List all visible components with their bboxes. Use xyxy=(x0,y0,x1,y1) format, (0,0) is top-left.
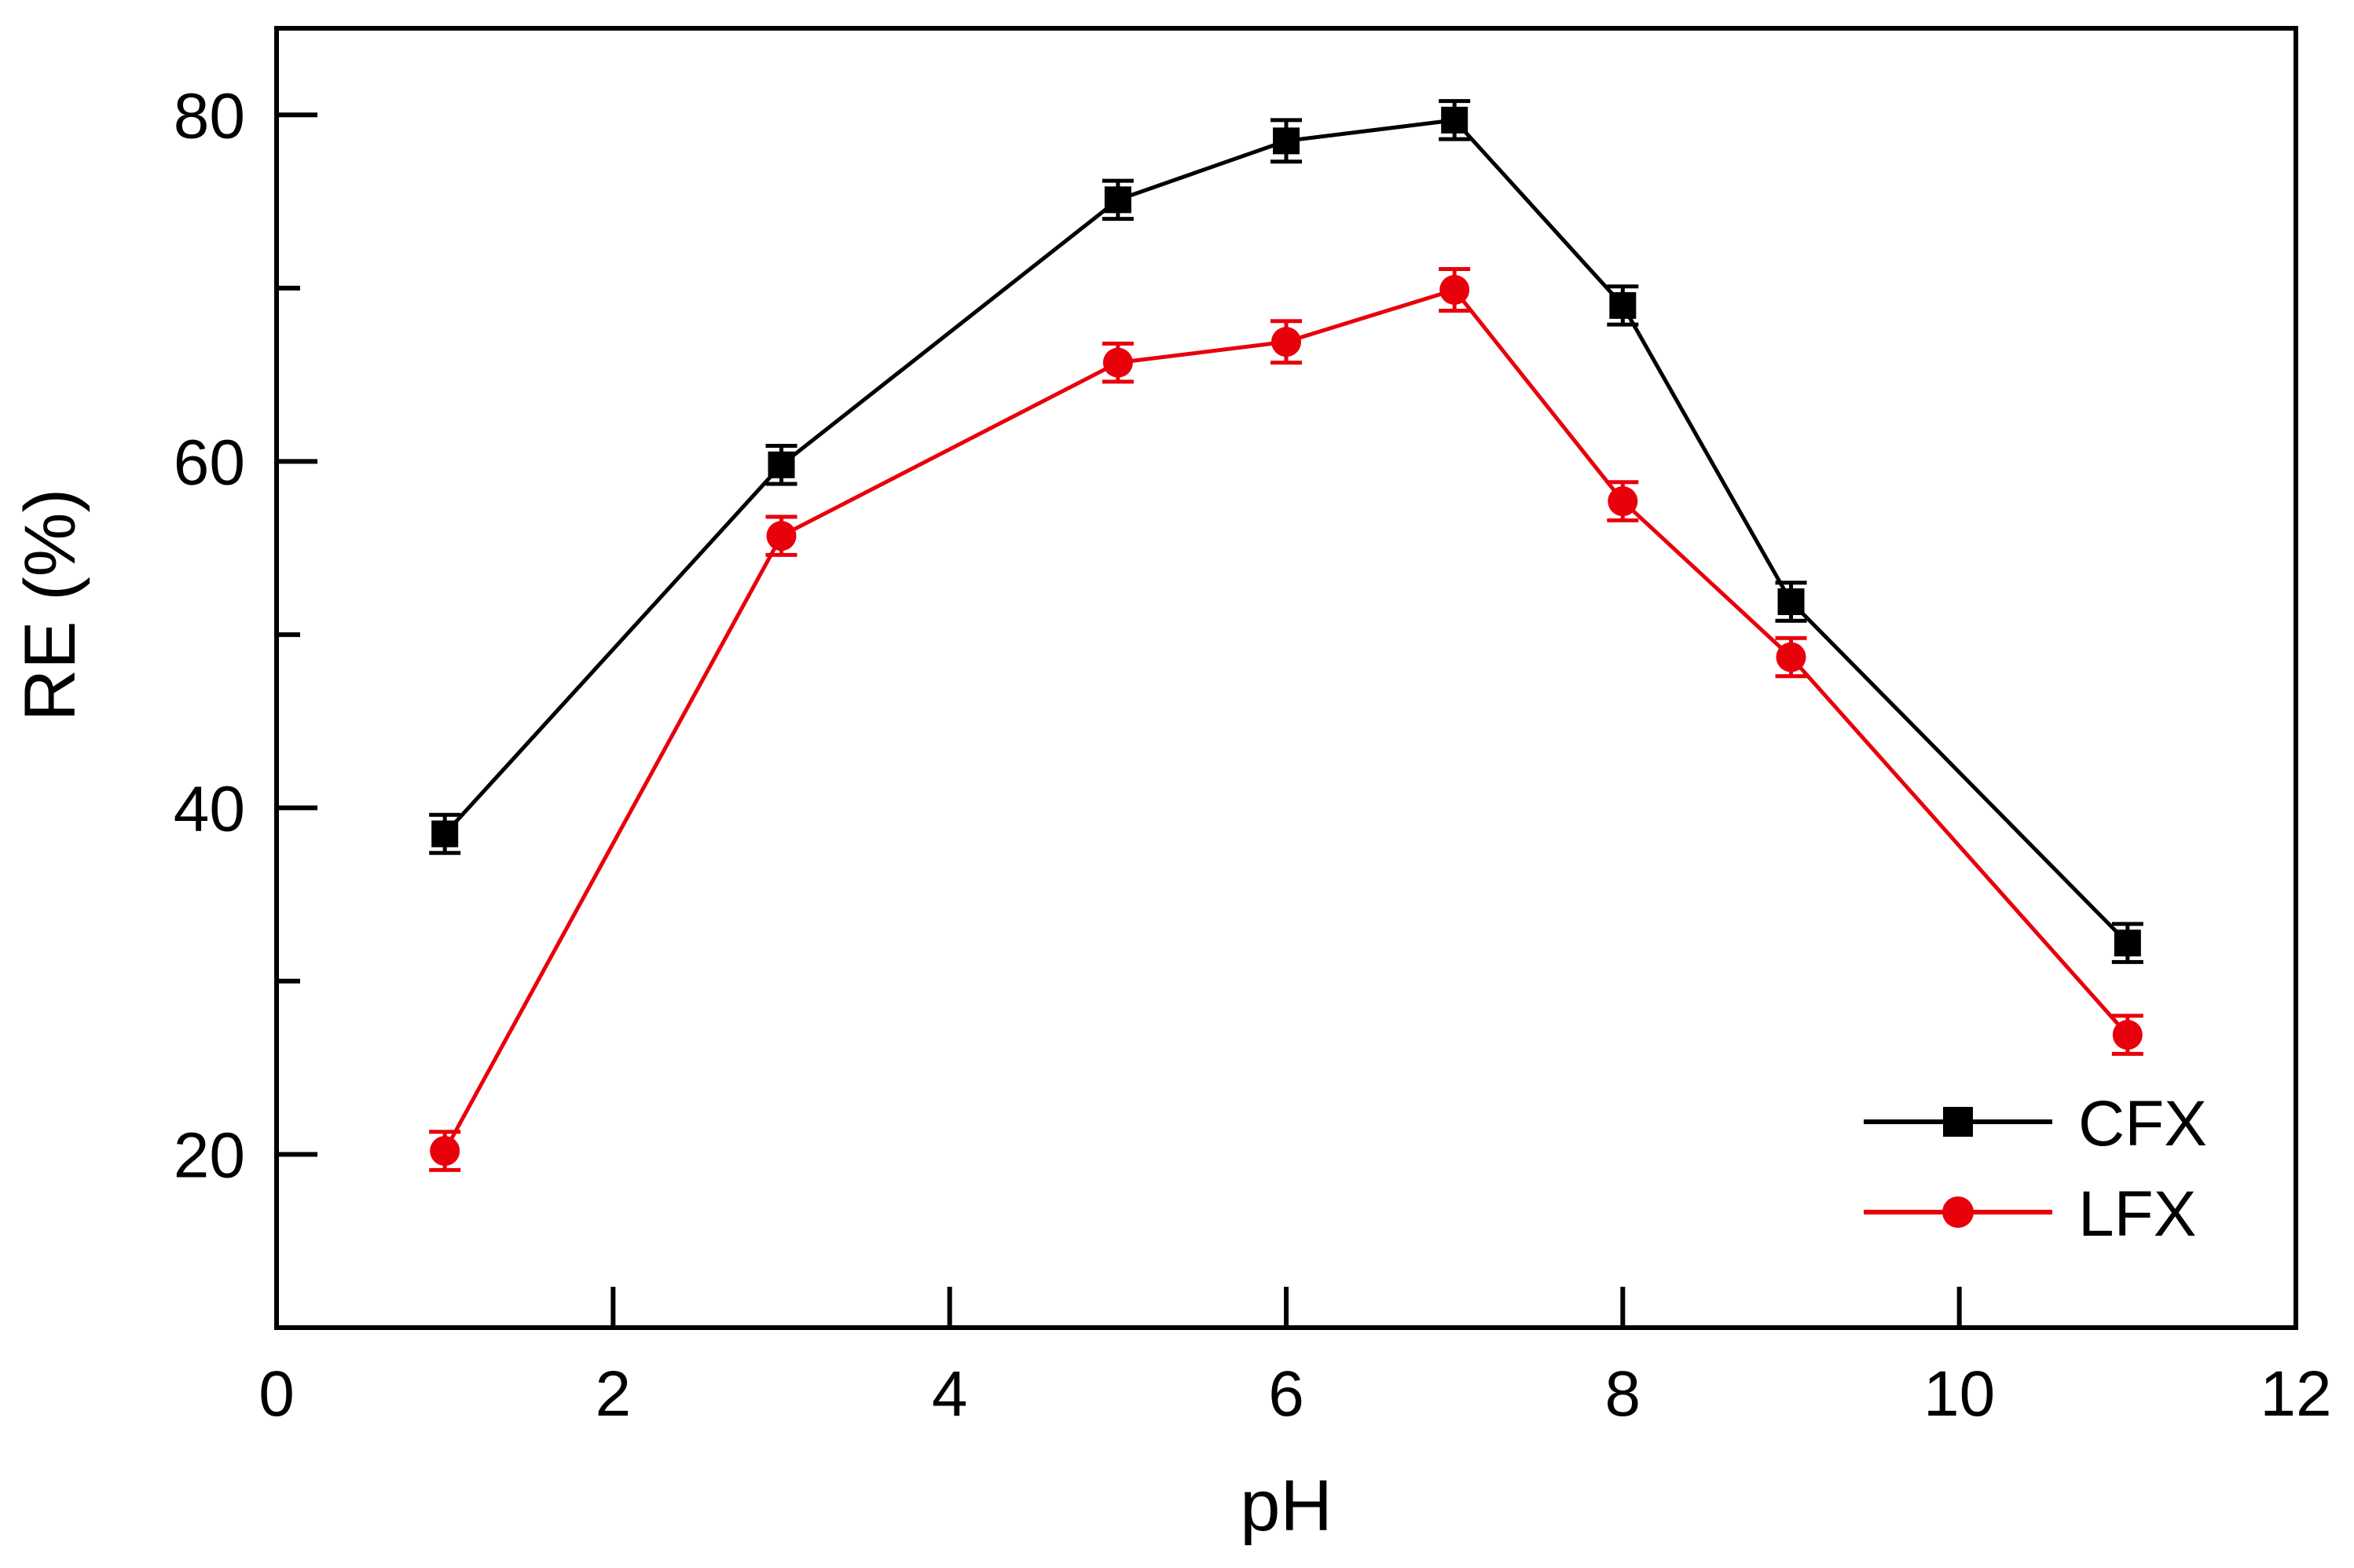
data-point-cfx-1 xyxy=(431,820,459,848)
x-axis-title: pH xyxy=(1240,1466,1333,1546)
x-axis-tick-labels: 0 2 4 6 8 10 12 xyxy=(258,1358,2331,1430)
x-tick-label-2: 2 xyxy=(596,1358,632,1430)
x-tick-label-10: 10 xyxy=(1923,1358,1995,1430)
x-axis-ticks xyxy=(274,1287,2298,1328)
legend-marker-cfx xyxy=(1943,1107,1973,1137)
legend-label-cfx: CFX xyxy=(2078,1088,2207,1160)
data-point-lfx-6 xyxy=(1271,327,1301,357)
series-line-lfx xyxy=(442,288,2129,1152)
x-tick-label-0: 0 xyxy=(258,1358,295,1430)
y-tick-label-20: 20 xyxy=(174,1119,245,1191)
data-point-lfx-5 xyxy=(1102,347,1133,378)
data-point-lfx-9 xyxy=(1776,642,1806,672)
y-axis-tick-labels: 20 40 60 80 xyxy=(174,80,245,1191)
x-tick-label-8: 8 xyxy=(1605,1358,1641,1430)
y-tick-label-60: 60 xyxy=(174,427,245,498)
plot-frame xyxy=(274,26,2298,1330)
x-tick-label-4: 4 xyxy=(932,1358,968,1430)
data-point-lfx-7 xyxy=(1439,275,1470,306)
series-layer xyxy=(429,99,2143,1172)
x-tick-label-6: 6 xyxy=(1268,1358,1304,1430)
data-point-cfx-3 xyxy=(768,451,795,478)
data-point-cfx-7 xyxy=(1441,106,1468,134)
data-point-lfx-1 xyxy=(430,1136,460,1167)
data-point-lfx-8 xyxy=(1608,486,1638,517)
data-point-lfx-3 xyxy=(766,521,797,551)
data-point-cfx-5 xyxy=(1104,186,1131,214)
x-tick-label-12: 12 xyxy=(2260,1358,2331,1430)
data-point-cfx-9 xyxy=(1777,588,1805,615)
series-cfx xyxy=(429,99,2143,965)
legend: CFX LFX xyxy=(1864,1088,2207,1250)
y-tick-label-80: 80 xyxy=(174,80,245,152)
data-point-lfx-11 xyxy=(2112,1020,2143,1050)
series-lfx xyxy=(429,267,2143,1172)
series-line-cfx xyxy=(443,118,2129,945)
data-point-cfx-11 xyxy=(2114,929,2141,957)
data-point-cfx-8 xyxy=(1609,291,1637,319)
y-axis-title: RE (%) xyxy=(10,489,90,721)
data-point-cfx-6 xyxy=(1273,127,1300,155)
legend-marker-lfx xyxy=(1942,1196,1974,1228)
y-tick-label-40: 40 xyxy=(174,773,245,844)
y-axis-ticks xyxy=(277,112,317,1157)
legend-label-lfx: LFX xyxy=(2078,1178,2196,1250)
